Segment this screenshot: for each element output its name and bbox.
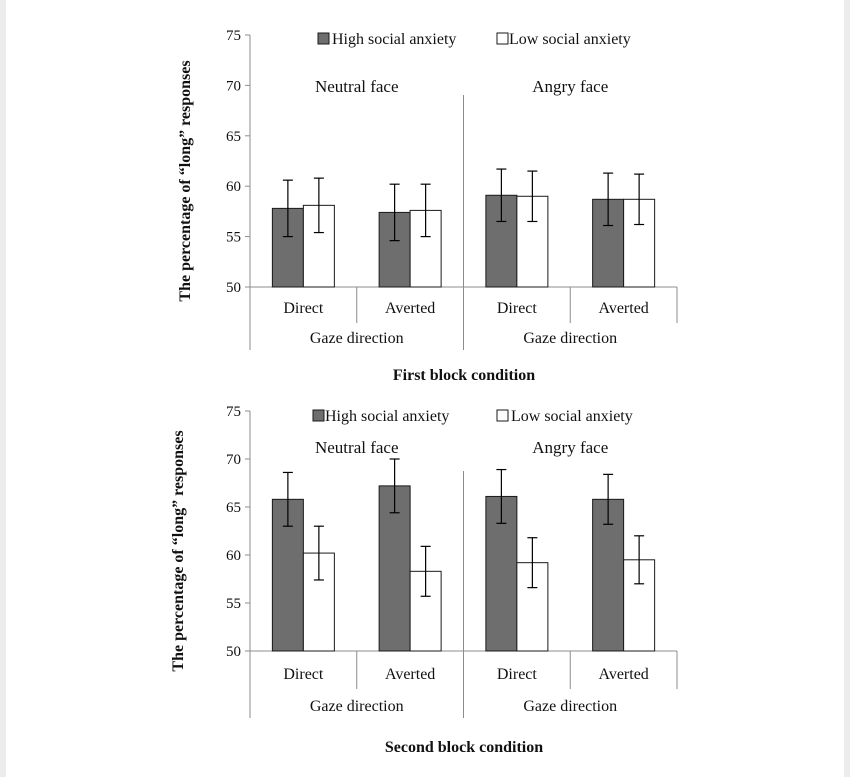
category-label: Averted <box>598 300 648 317</box>
y-tick-label: 70 <box>226 452 241 468</box>
y-tick-label: 60 <box>226 179 241 195</box>
y-tick-label: 60 <box>226 548 241 564</box>
x-axis-label: Gaze direction <box>523 698 617 715</box>
y-tick-label: 70 <box>226 78 241 94</box>
legend-swatch-low <box>496 32 509 45</box>
legend-swatch-high <box>312 409 325 422</box>
y-axis-label: The percentage of “long” responses <box>170 430 187 671</box>
x-axis-label: Gaze direction <box>310 330 404 347</box>
y-tick-label: 75 <box>226 28 241 44</box>
legend-label-high: High social anxiety <box>325 408 449 425</box>
legend-label-low: Low social anxiety <box>509 31 631 48</box>
y-tick-label: 55 <box>226 596 241 612</box>
face-title: Neutral face <box>315 438 399 457</box>
y-axis-label: The percentage of “long” responses <box>177 60 194 301</box>
bar-high-anxiety <box>378 485 411 652</box>
legend-swatch-high <box>317 32 330 45</box>
y-tick-label: 65 <box>226 500 241 516</box>
category-label: Averted <box>598 666 648 683</box>
category-label: Direct <box>497 666 538 683</box>
face-title: Angry face <box>532 77 608 96</box>
x-axis-label: Gaze direction <box>310 698 404 715</box>
face-title: Neutral face <box>315 77 399 96</box>
panel-caption: First block condition <box>393 367 535 384</box>
category-label: Direct <box>283 300 324 317</box>
x-axis-label: Gaze direction <box>523 330 617 347</box>
y-tick-label: 55 <box>226 230 241 246</box>
legend-label-high: High social anxiety <box>332 31 456 48</box>
category-label: Direct <box>283 666 324 683</box>
y-tick-label: 50 <box>226 644 241 660</box>
y-tick-label: 50 <box>226 280 241 296</box>
category-label: Averted <box>385 666 435 683</box>
category-label: Direct <box>497 300 538 317</box>
legend-swatch-low <box>496 409 509 422</box>
category-label: Averted <box>385 300 435 317</box>
face-title: Angry face <box>532 438 608 457</box>
legend-label-low: Low social anxiety <box>511 408 633 425</box>
y-tick-label: 65 <box>226 129 241 145</box>
y-tick-label: 75 <box>226 404 241 420</box>
panel-caption: Second block condition <box>385 739 543 756</box>
bar-high-anxiety <box>271 207 304 288</box>
